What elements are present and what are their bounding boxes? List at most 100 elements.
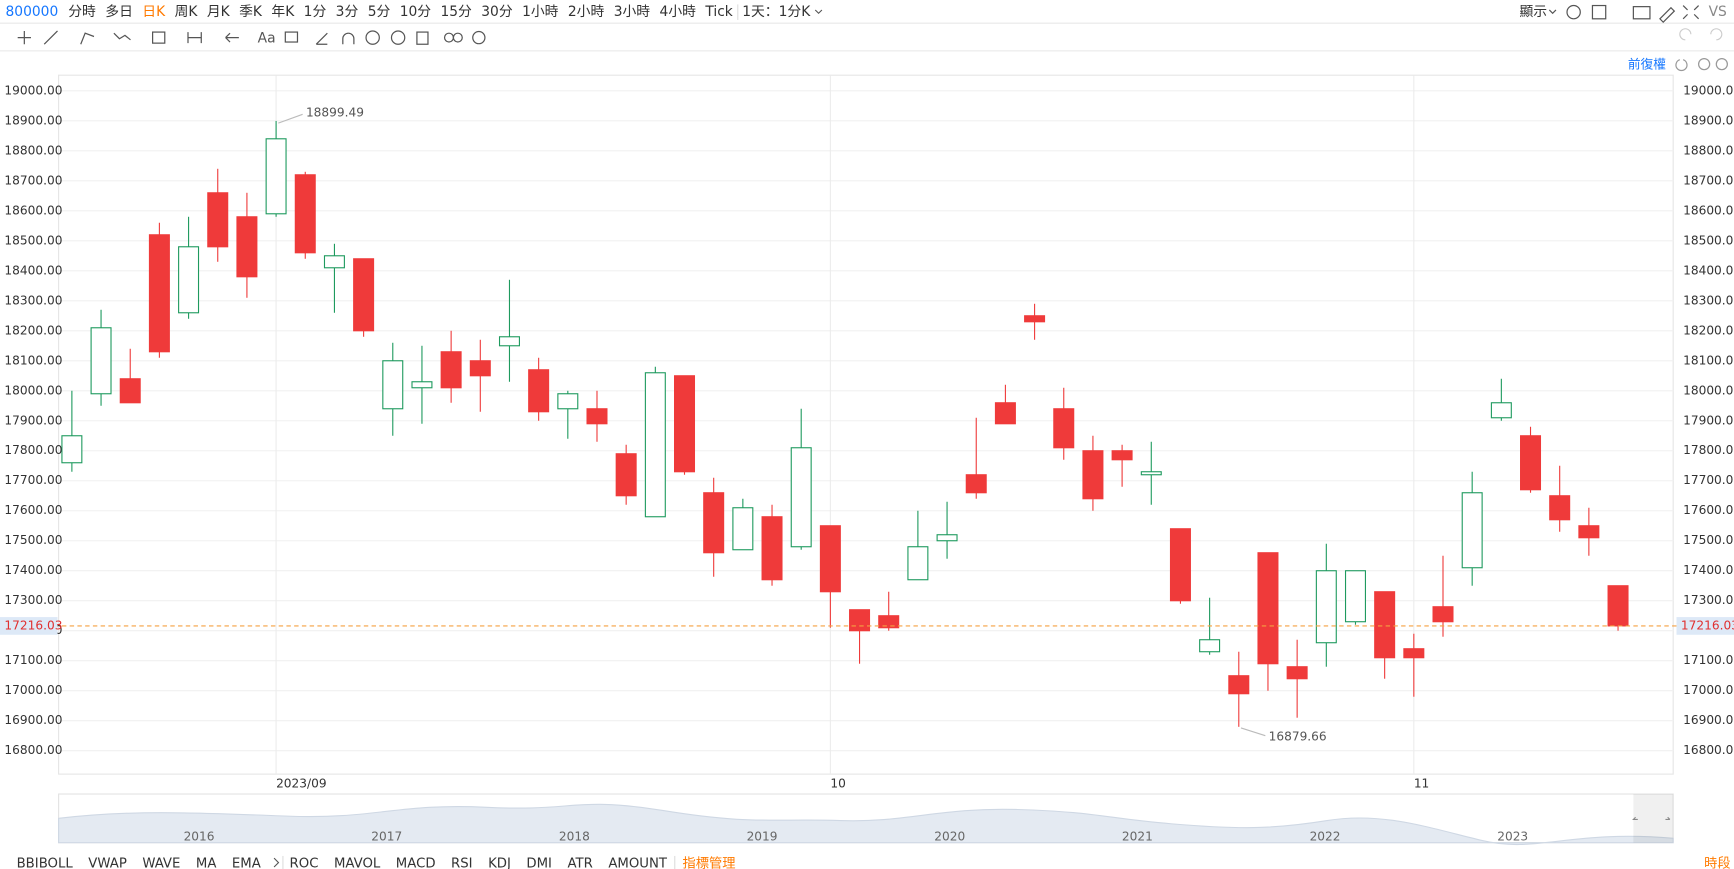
candle-body [148, 234, 170, 353]
indicator-tab[interactable]: RSI [451, 857, 473, 869]
period-tab[interactable]: 分時 [68, 4, 96, 20]
indicator-tab[interactable]: WAVE [142, 857, 180, 869]
session-button[interactable]: 時段 [1704, 856, 1731, 869]
period-tab[interactable]: 1天：1分K [742, 4, 811, 20]
navigator-year: 2022 [1310, 830, 1341, 844]
note-tool[interactable] [284, 31, 299, 43]
period-tab[interactable]: 4小時 [660, 4, 697, 20]
y2-tick-label: 17300.00 [1683, 593, 1734, 607]
edit-icon[interactable] [1659, 6, 1676, 23]
y2-tick-label: 18200.00 [1683, 323, 1734, 337]
lock-tool[interactable] [365, 30, 380, 45]
indicator-manage[interactable]: 指標管理 [683, 856, 736, 869]
delete-tool[interactable] [416, 31, 429, 45]
period-tab[interactable]: 1分 [304, 4, 327, 20]
link-tool[interactable] [452, 32, 463, 43]
fullscreen-icon[interactable] [1682, 5, 1700, 20]
navigator-window[interactable] [1633, 794, 1674, 843]
indicator-tab[interactable]: ATR [567, 857, 592, 869]
period-tab[interactable]: 年K [271, 4, 295, 20]
hide-tool[interactable] [390, 30, 406, 45]
candle-body [1111, 450, 1133, 461]
measure-tool[interactable] [187, 32, 202, 44]
zoom-out-icon[interactable] [1698, 58, 1711, 71]
period-tab[interactable]: 5分 [368, 4, 391, 20]
adjust-mode[interactable]: 前復權 [1628, 57, 1666, 72]
navigator-handles[interactable] [1632, 816, 1671, 821]
tool-settings[interactable] [472, 30, 486, 45]
settings-icon[interactable] [1566, 4, 1581, 20]
period-tab[interactable]: 月K [207, 4, 231, 20]
indicator-tab[interactable]: DMI [526, 857, 552, 869]
period-tab[interactable]: 10分 [400, 4, 432, 20]
period-tab[interactable]: 15分 [440, 4, 472, 20]
high-pointer [278, 113, 303, 124]
candle-body [732, 507, 754, 551]
candle-body [323, 255, 345, 269]
y2-tick-label: 18400.00 [1683, 263, 1734, 277]
ray-tool[interactable] [80, 32, 95, 45]
navigator-years: 2016 2017 2018 2019 2020 2021 2022 2023 [184, 830, 1529, 844]
indicator-tab[interactable]: VWAP [88, 857, 127, 869]
y-tick-label: 18800.00 [4, 143, 62, 157]
candle-body [994, 402, 1016, 425]
indicator-more[interactable] [273, 857, 280, 868]
candle-body [1374, 591, 1396, 659]
drawing-toolbar: Aa [17, 28, 1723, 47]
candle-body [528, 369, 550, 413]
navigator-year: 2017 [371, 830, 402, 844]
candle-body [1257, 552, 1279, 665]
y-tick-label: 17800.00 [4, 443, 62, 457]
angle-tool[interactable] [315, 32, 328, 45]
plot-frame [58, 74, 1674, 775]
candle-body [790, 447, 812, 548]
indicator-tab[interactable]: BBIBOLL [17, 857, 74, 869]
period-tab[interactable]: 30分 [481, 4, 513, 20]
y-tick-label: 18600.00 [4, 203, 62, 217]
indicator-tab[interactable]: KDJ [488, 857, 511, 869]
wave-tool[interactable] [113, 32, 131, 41]
period-tab[interactable]: 多日 [105, 3, 133, 20]
candle-body [1315, 570, 1337, 644]
y2-tick-label: 18000.00 [1683, 383, 1734, 397]
y2-tick-label: 17000.00 [1683, 683, 1734, 697]
indicator-tab[interactable]: MAVOL [334, 857, 381, 869]
period-tab[interactable]: 日K [142, 4, 166, 20]
move-tool[interactable] [17, 30, 31, 45]
navigator-year: 2021 [1122, 830, 1153, 844]
candle-body [119, 378, 141, 404]
line-tool[interactable] [43, 30, 58, 45]
shape-tool[interactable] [152, 31, 166, 44]
symbol[interactable]: 800000 [6, 4, 59, 20]
zoom-in-icon[interactable] [1715, 58, 1728, 71]
candle-body [294, 174, 316, 254]
indicator-tab[interactable]: ROC [290, 857, 319, 869]
vs-button[interactable]: VS [1709, 4, 1727, 20]
camera-icon[interactable] [1632, 6, 1651, 20]
period-tab[interactable]: 1小時 [522, 4, 559, 20]
display-menu[interactable]: 顯示 [1519, 4, 1547, 20]
layout-icon[interactable] [1591, 4, 1607, 20]
candle-body [1549, 495, 1571, 521]
period-tab[interactable]: 3小時 [614, 4, 651, 20]
candle-body [498, 336, 520, 347]
candle-body [674, 375, 696, 473]
reset-icon[interactable] [1675, 59, 1688, 72]
indicator-tab[interactable]: MA [196, 857, 217, 869]
navigator-year: 2023 [1497, 830, 1528, 844]
y-tick-label: 18500.00 [4, 233, 62, 247]
text-tool[interactable]: Aa [258, 31, 276, 47]
period-tab[interactable]: 季K [239, 4, 263, 20]
undo-redo[interactable] [1679, 28, 1723, 41]
indicator-tab[interactable]: EMA [232, 857, 261, 869]
arrow-tool[interactable] [225, 32, 239, 43]
period-tab[interactable]: 周K [175, 4, 199, 20]
magnet-tool[interactable] [342, 32, 355, 45]
period-tab[interactable]: 3分 [336, 4, 359, 20]
period-tab[interactable]: Tick [704, 4, 732, 20]
indicator-tab[interactable]: MACD [396, 857, 436, 869]
period-tab[interactable]: 2小時 [568, 4, 605, 20]
candle-body [878, 615, 900, 629]
indicator-tab[interactable]: AMOUNT [608, 857, 668, 869]
